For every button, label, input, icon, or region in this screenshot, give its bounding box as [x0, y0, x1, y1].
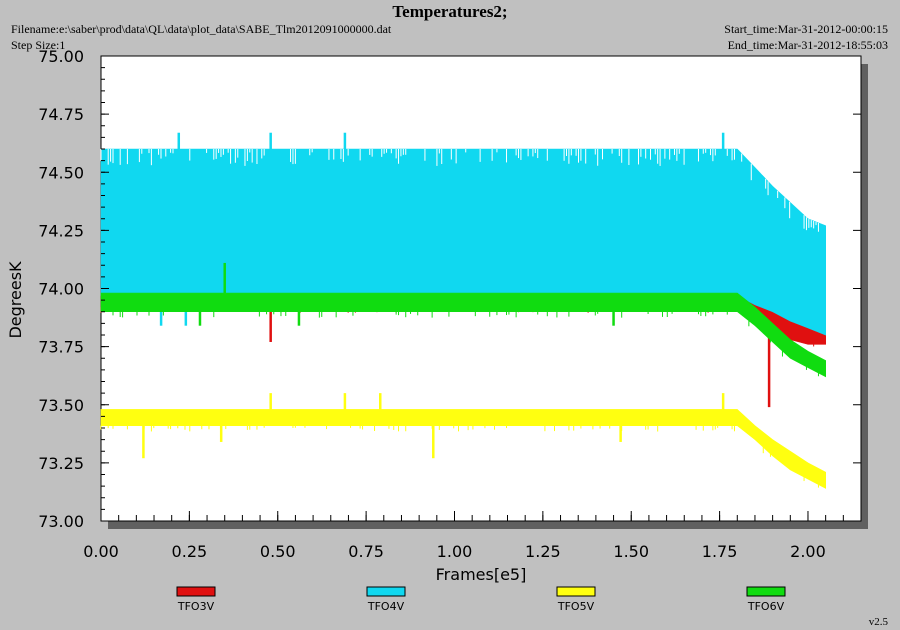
y-tick-label: 74.75: [38, 105, 84, 124]
series-tfo6v: [100, 262, 826, 378]
y-axis-label: DegreesK: [6, 261, 25, 339]
legend-label: TFO4V: [367, 600, 405, 613]
x-tick-label: 0.25: [172, 542, 208, 561]
x-axis-label: Frames[e5]: [436, 565, 527, 584]
x-tick-label: 0.50: [260, 542, 296, 561]
x-tick-label: 0.75: [348, 542, 384, 561]
version-label: v2.5: [868, 616, 888, 628]
x-tick-label: 1.50: [613, 542, 649, 561]
step-size-label: Step Size:1: [11, 38, 66, 52]
legend-label: TFO6V: [747, 600, 785, 613]
legend-swatch: [556, 586, 596, 597]
legend-item-tfo6v: TFO6V: [746, 586, 786, 613]
legend-label: TFO3V: [177, 600, 215, 613]
filename-label: Filename:e:\saber\prod\data\QL\data\plot…: [11, 22, 392, 36]
series-band-tfo6v: [100, 292, 826, 378]
series-layer: [100, 132, 826, 489]
legend-item-tfo4v: TFO4V: [366, 586, 406, 613]
y-tick-label: 73.75: [38, 338, 84, 357]
y-tick-label: 75.00: [38, 47, 84, 66]
legend: TFO3V TFO4V TFO5V TFO6V: [176, 586, 786, 613]
series-band-tfo5v: [100, 409, 826, 489]
x-tick-label: 2.00: [790, 542, 826, 561]
legend-swatch: [366, 586, 406, 597]
start-time-label: Start_time:Mar-31-2012-00:00:15: [724, 22, 888, 36]
x-tick-label: 1.25: [525, 542, 561, 561]
y-tick-label: 74.25: [38, 221, 84, 240]
y-tick-label: 73.25: [38, 454, 84, 473]
y-tick-label: 74.50: [38, 163, 84, 182]
x-tick-label: 1.75: [702, 542, 738, 561]
series-tfo5v: [100, 393, 826, 489]
y-tick-label: 73.00: [38, 512, 84, 531]
end-time-label: End_time:Mar-31-2012-18:55:03: [727, 38, 888, 52]
legend-swatch: [746, 586, 786, 597]
x-tick-label: 1.00: [437, 542, 473, 561]
legend-item-tfo3v: TFO3V: [176, 586, 216, 613]
x-tick-label: 0.00: [83, 542, 119, 561]
chart-title: Temperatures2;: [392, 2, 508, 21]
series-tfo4v: [100, 132, 826, 336]
legend-swatch: [176, 586, 216, 597]
legend-label: TFO5V: [557, 600, 595, 613]
legend-item-tfo5v: TFO5V: [556, 586, 596, 613]
y-tick-label: 74.00: [38, 280, 84, 299]
y-tick-label: 73.50: [38, 396, 84, 415]
axis-layer: 73.00 73.25 73.50 73.75 74.00 74.25 74.50 74.75…: [6, 47, 861, 584]
